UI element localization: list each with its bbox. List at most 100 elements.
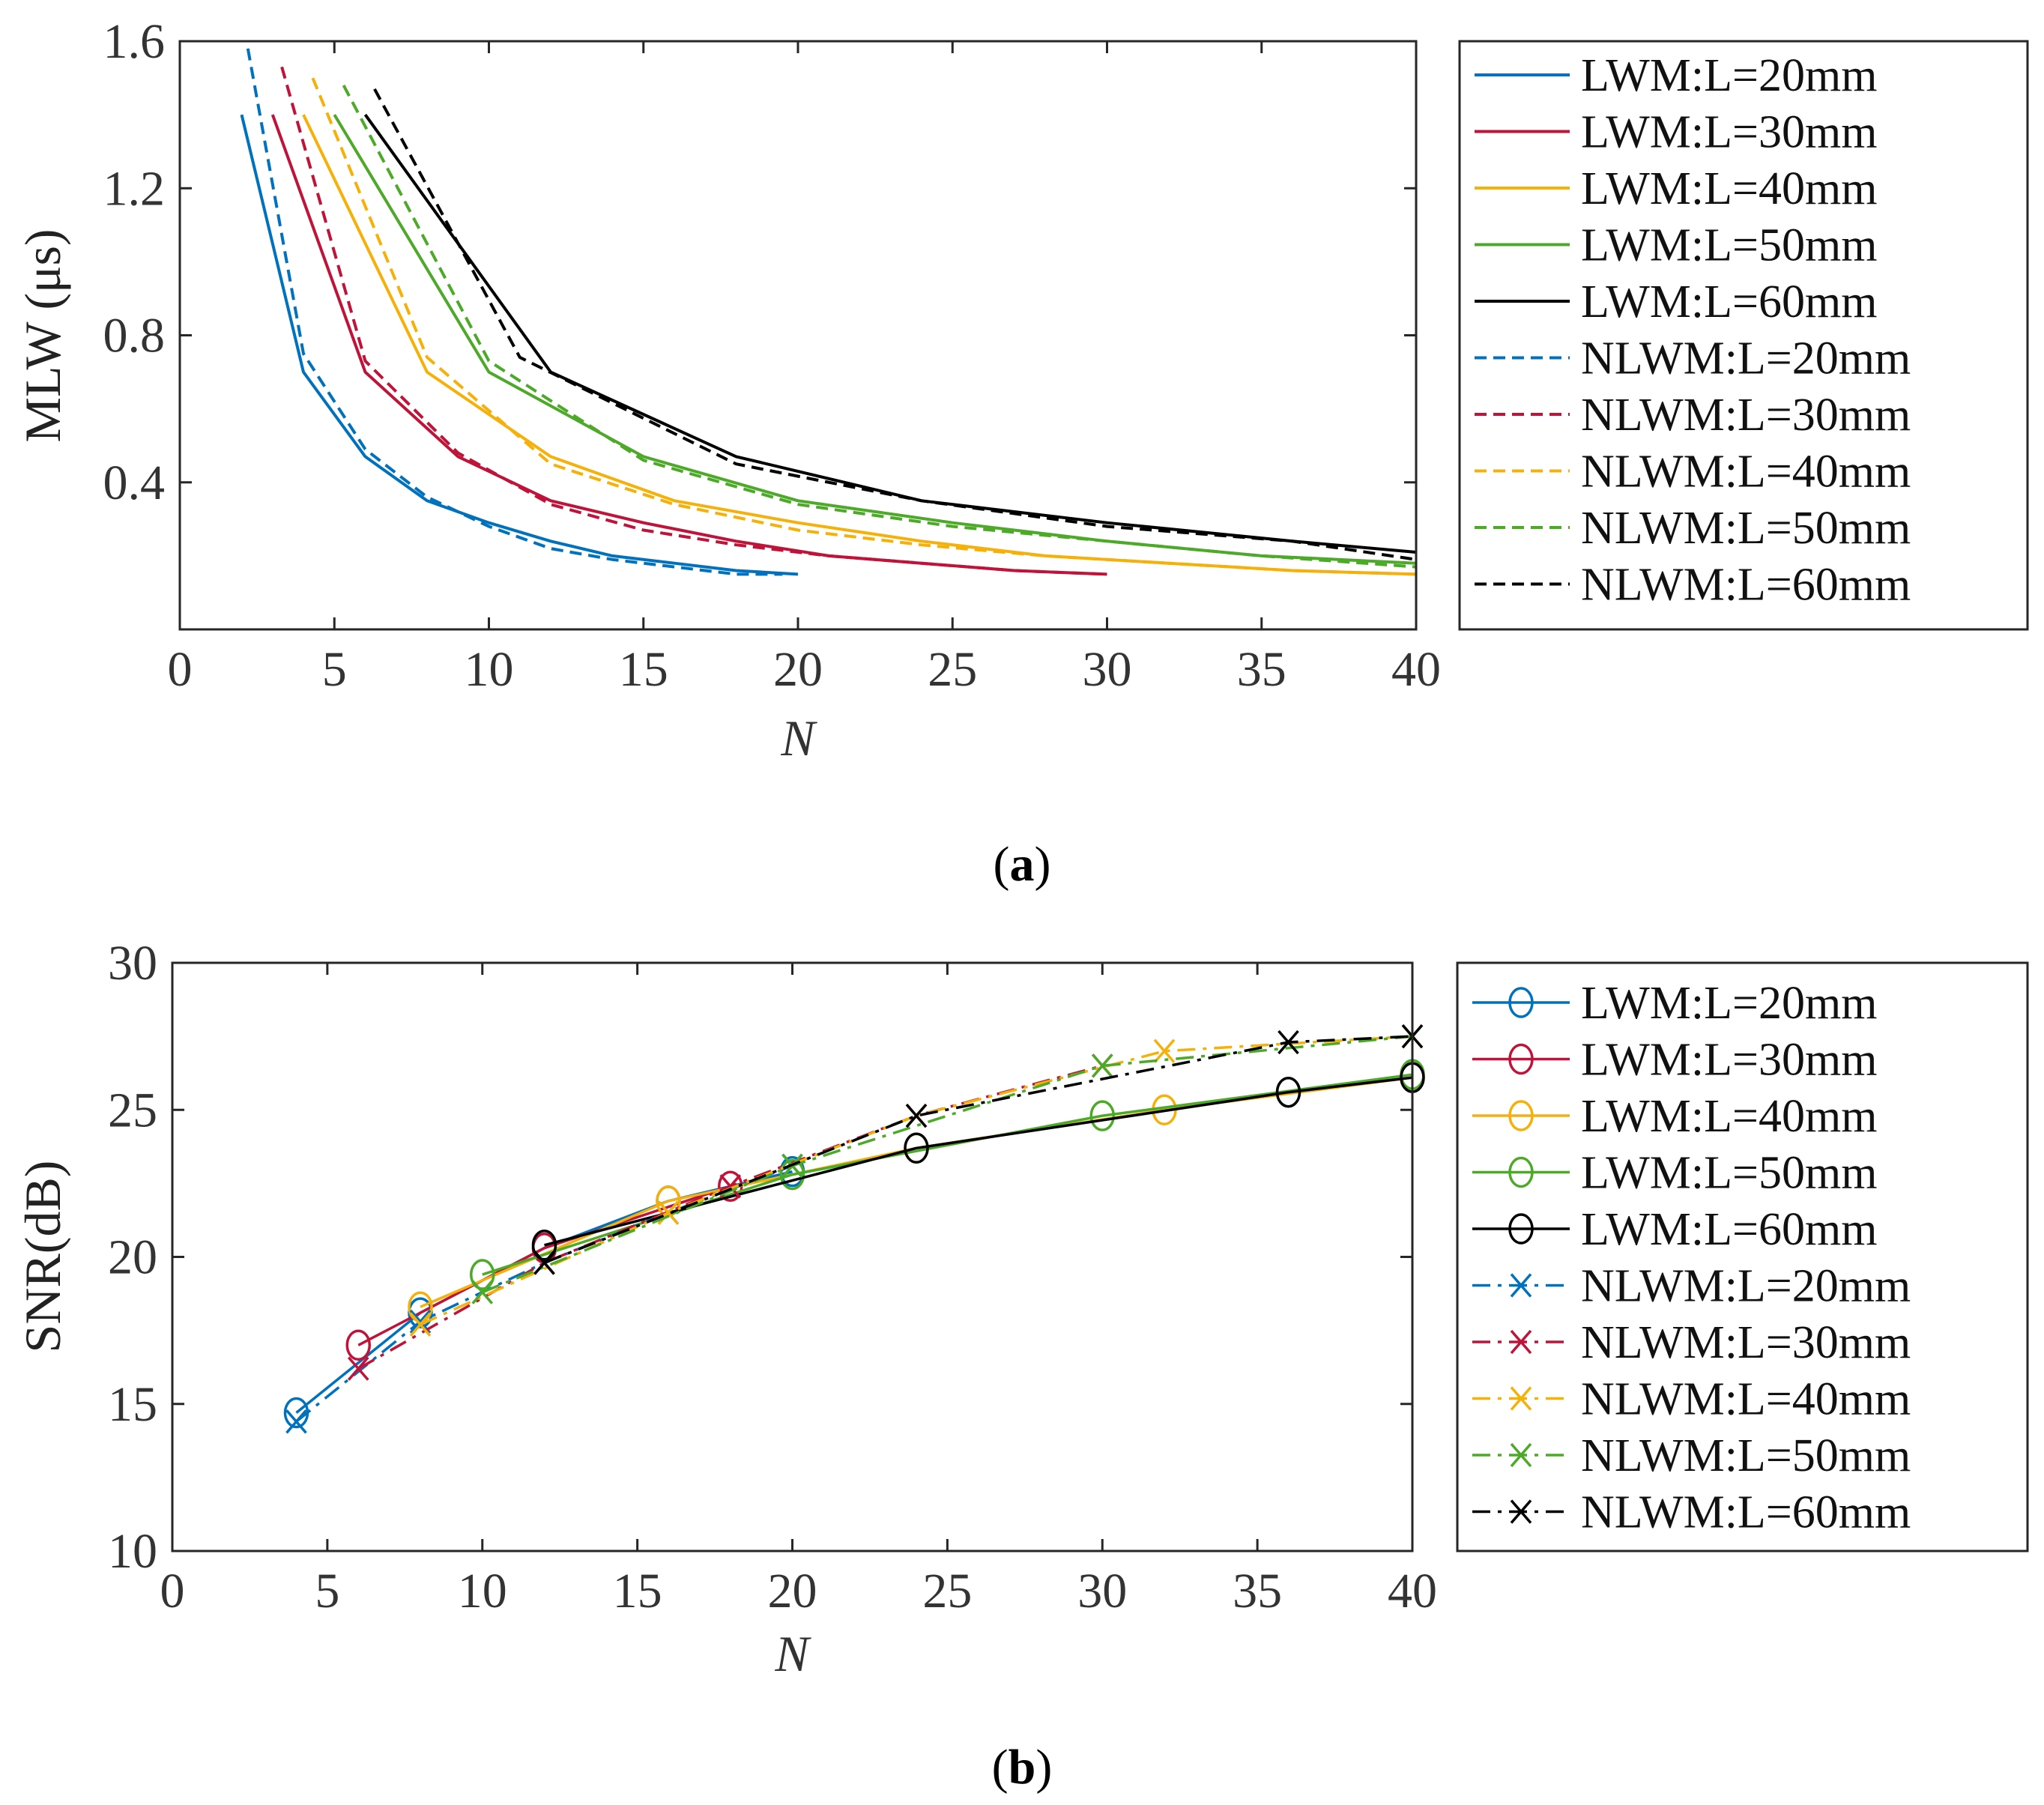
data-point-nlwm-l-60mm [1278,1030,1299,1055]
data-point-lwm-l-50mm [779,1158,805,1191]
y-tick-label: 25 [108,1083,157,1137]
series-line-nlwm-l-50mm [342,84,1417,569]
panel-b-snr-chart: 0 5 10 15 20 25 30 35 40 10 15 20 25 30 N SNR(dB) LW… [14,936,2029,1795]
data-point-lwm-l-60mm [1275,1076,1301,1108]
legend-label-nlwm-l-60mm: NLWM:L=60mm [1581,1487,1911,1538]
legend-label-lwm-l-60mm: LWM:L=60mm [1581,1204,1877,1255]
legend-label-lwm-l-40mm: LWM:L=40mm [1581,163,1877,214]
y-tick-label: 10 [108,1524,157,1579]
data-point-nlwm-l-40mm [1153,1038,1176,1063]
legend-label-lwm-l-20mm: LWM:L=20mm [1581,50,1877,101]
data-point-nlwm-l-50mm [471,1280,494,1304]
series-line-lwm-l-30mm [270,114,1107,576]
data-point-nlwm-l-30mm [347,1356,369,1381]
legend-label-nlwm-l-20mm: NLWM:L=20mm [1581,1261,1911,1312]
series-line-lwm-l-30mm [357,1185,731,1346]
data-point-nlwm-l-40mm [409,1312,432,1337]
legend-label-nlwm-l-20mm: NLWM:L=20mm [1581,333,1911,384]
x-tick-label: 0 [168,642,193,697]
legend-marker-lwm-l-40mm [1508,1100,1534,1131]
panel-a-y-ticks: 0.4 0.8 1.2 1.6 [103,14,1416,510]
x-tick-label: 20 [768,1564,817,1618]
data-point-nlwm-l-60mm [533,1251,555,1275]
series-line-lwm-l-40mm [302,114,1417,576]
legend-label-lwm-l-40mm: LWM:L=40mm [1581,1091,1877,1142]
legend-label-lwm-l-20mm: LWM:L=20mm [1581,978,1877,1029]
legend-marker-nlwm-l-60mm [1510,1499,1532,1524]
data-point-lwm-l-60mm [904,1132,929,1164]
data-point-lwm-l-50mm [470,1259,495,1290]
y-tick-label: 15 [108,1377,157,1432]
legend-label-lwm-l-50mm: LWM:L=50mm [1581,1148,1877,1199]
panel-b-caption: (b) [992,1740,1053,1795]
x-tick-label: 30 [1083,642,1132,697]
panel-a-caption: (a) [994,837,1051,892]
series-line-nlwm-l-20mm [246,48,783,576]
legend-marker-lwm-l-60mm [1508,1213,1534,1245]
panel-a-legend-box [1458,40,2029,631]
legend-label-nlwm-l-30mm: NLWM:L=30mm [1581,390,1911,441]
y-tick-label: 0.8 [103,309,166,363]
legend-marker-lwm-l-20mm [1508,987,1534,1018]
panel-a-x-label: N [780,710,817,767]
panel-a-x-ticks: 0 5 10 15 20 25 30 35 40 [168,41,1441,697]
x-tick-label: 10 [465,642,514,697]
x-tick-label: 0 [160,1564,185,1618]
x-tick-label: 30 [1077,1564,1127,1618]
series-line-nlwm-l-40mm [420,1035,1413,1326]
data-point-nlwm-l-20mm [285,1409,307,1434]
panel-b-series-group [283,1024,1425,1434]
panel-b-plot-area [171,961,1414,1552]
legend-label-nlwm-l-50mm: NLWM:L=50mm [1581,503,1911,554]
x-tick-label: 5 [315,1564,339,1618]
panel-b-x-ticks: 0 5 10 15 20 25 30 35 40 [160,963,1437,1618]
x-tick-label: 40 [1388,1564,1437,1618]
data-point-lwm-l-30mm [345,1329,371,1361]
legend-label-nlwm-l-40mm: NLWM:L=40mm [1581,1374,1911,1425]
legend-label-nlwm-l-60mm: NLWM:L=60mm [1581,560,1911,611]
legend-label-nlwm-l-50mm: NLWM:L=50mm [1581,1430,1911,1481]
y-tick-label: 30 [108,936,157,991]
x-tick-label: 10 [458,1564,507,1618]
series-line-lwm-l-50mm [482,1073,1413,1276]
legend-label-lwm-l-50mm: LWM:L=50mm [1581,220,1877,271]
legend-label-lwm-l-60mm: LWM:L=60mm [1581,276,1877,327]
y-tick-label: 20 [108,1230,157,1285]
series-line-nlwm-l-40mm [311,77,1417,576]
x-tick-label: 35 [1237,642,1286,697]
series-line-lwm-l-60mm [544,1076,1413,1247]
x-tick-label: 20 [773,642,823,697]
panel-b-y-label: SNR(dB) [14,1161,71,1353]
series-line-nlwm-l-60mm [543,1035,1413,1264]
panel-b-y-ticks: 10 15 20 25 30 [108,936,1412,1579]
series-line-lwm-l-40mm [420,1076,1413,1308]
panel-b-x-label: N [774,1625,811,1682]
legend-marker-nlwm-l-30mm [1510,1329,1532,1355]
series-line-nlwm-l-50mm [482,1035,1413,1294]
panel-a-series-group [240,48,1417,576]
series-line-lwm-l-20mm [240,114,799,576]
y-tick-label: 1.2 [103,161,166,216]
y-tick-label: 1.6 [103,14,166,69]
legend-label-nlwm-l-40mm: NLWM:L=40mm [1581,447,1911,498]
x-tick-label: 15 [619,642,668,697]
panel-a-mlw-chart: 0 5 10 15 20 25 30 35 40 0.4 0.8 1.2 1.6 N MLW (μs)… [14,14,2029,892]
legend-marker-nlwm-l-50mm [1510,1442,1532,1468]
legend-label-lwm-l-30mm: LWM:L=30mm [1581,1035,1877,1086]
legend-label-nlwm-l-30mm: NLWM:L=30mm [1581,1317,1911,1368]
panel-a-y-label: MLW (μs) [14,229,71,442]
legend-marker-nlwm-l-40mm [1510,1386,1532,1411]
panel-b-legend-box [1456,961,2029,1552]
x-tick-label: 15 [613,1564,662,1618]
x-tick-label: 40 [1391,642,1441,697]
data-point-nlwm-l-50mm [1091,1053,1113,1078]
series-line-nlwm-l-20mm [295,1164,793,1423]
data-point-nlwm-l-60mm [905,1103,928,1128]
data-point-lwm-l-50mm [1089,1100,1115,1131]
series-line-lwm-l-20mm [295,1170,793,1414]
x-tick-label: 35 [1233,1564,1282,1618]
x-tick-label: 25 [922,1564,972,1618]
